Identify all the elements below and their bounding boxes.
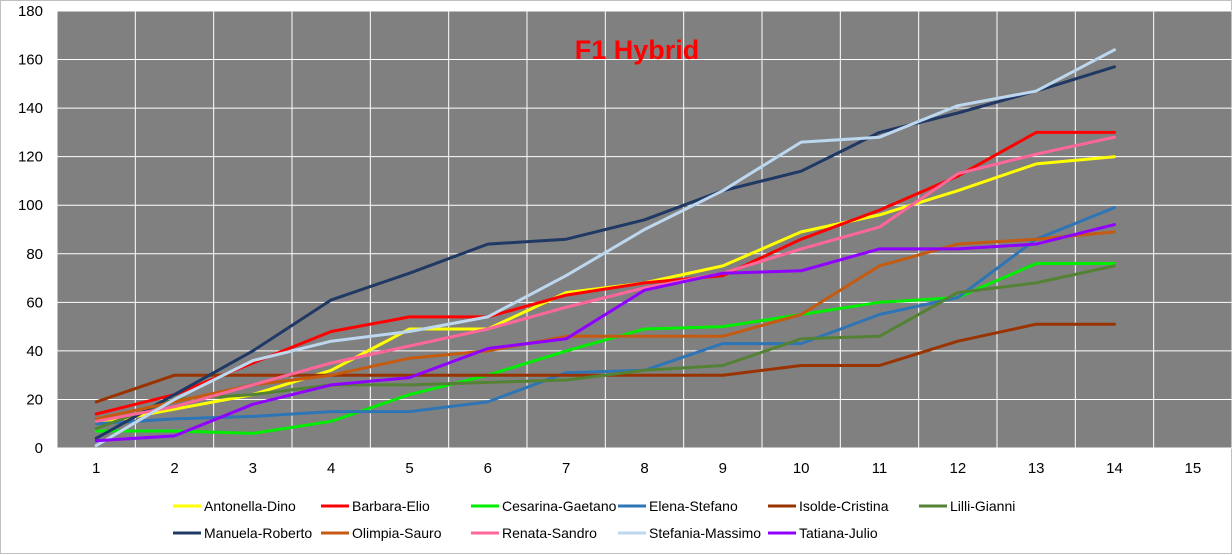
legend-item: Elena-Stefano: [618, 498, 738, 514]
legend-label: Stefania-Massimo: [649, 525, 761, 541]
legend-item: Antonella-Dino: [173, 498, 296, 514]
legend-label: Barbara-Elio: [352, 498, 430, 514]
x-axis-ticks: 1 2 3 4 5 6 7 8 9 10 11 12 13 14 15: [92, 460, 1201, 477]
y-axis-ticks: 0 20 40 60 80 100 120 140 160 180: [18, 3, 43, 457]
x-tick-label: 15: [1184, 460, 1201, 477]
x-tick-label: 7: [562, 460, 570, 477]
x-tick-label: 10: [793, 460, 810, 477]
x-tick-label: 5: [405, 460, 413, 477]
legend-label: Olimpia-Sauro: [352, 525, 442, 541]
legend-item: Barbara-Elio: [321, 498, 430, 514]
legend: Antonella-Dino Barbara-Elio Cesarina-Gaeta…: [173, 498, 1015, 541]
x-tick-label: 12: [949, 460, 966, 477]
legend-label: Antonella-Dino: [204, 498, 296, 514]
x-tick-label: 4: [327, 460, 335, 477]
y-tick-label: 40: [26, 343, 43, 360]
legend-label: Tatiana-Julio: [799, 525, 878, 541]
legend-item: Isolde-Cristina: [768, 498, 889, 514]
legend-label: Manuela-Roberto: [204, 525, 312, 541]
legend-label: Cesarina-Gaetano: [502, 498, 617, 514]
legend-item: Cesarina-Gaetano: [471, 498, 617, 514]
y-tick-label: 100: [18, 197, 43, 214]
series-line-stefania-massimo: [94, 48, 1116, 448]
series-line-lilli-gianni: [94, 264, 1116, 431]
legend-item: Manuela-Roberto: [173, 525, 312, 541]
y-tick-label: 0: [35, 440, 43, 457]
y-tick-label: 140: [18, 100, 43, 117]
x-tick-label: 13: [1028, 460, 1045, 477]
legend-item: Renata-Sandro: [471, 525, 597, 541]
legend-item: Lilli-Gianni: [919, 498, 1015, 514]
x-tick-label: 3: [249, 460, 257, 477]
legend-item: Tatiana-Julio: [768, 525, 878, 541]
legend-label: Lilli-Gianni: [950, 498, 1015, 514]
x-tick-label: 1: [92, 460, 100, 477]
y-tick-label: 180: [18, 3, 43, 20]
x-tick-label: 8: [640, 460, 648, 477]
y-tick-label: 20: [26, 391, 43, 408]
legend-label: Elena-Stefano: [649, 498, 738, 514]
legend-label: Isolde-Cristina: [799, 498, 889, 514]
chart-title: F1 Hybrid: [575, 35, 700, 65]
y-tick-label: 60: [26, 294, 43, 311]
x-tick-label: 6: [484, 460, 492, 477]
series-line-renata-sandro: [94, 135, 1116, 423]
y-tick-label: 120: [18, 149, 43, 166]
series-line-manuela-roberto: [94, 65, 1116, 440]
x-tick-label: 14: [1106, 460, 1123, 477]
x-tick-label: 2: [170, 460, 178, 477]
y-tick-label: 160: [18, 52, 43, 69]
series-lines: [94, 48, 1116, 448]
legend-item: Stefania-Massimo: [618, 525, 761, 541]
series-line-tatiana-julio: [94, 223, 1116, 443]
x-tick-label: 11: [872, 460, 888, 477]
x-tick-label: 9: [719, 460, 727, 477]
legend-item: Olimpia-Sauro: [321, 525, 442, 541]
legend-label: Renata-Sandro: [502, 525, 597, 541]
y-tick-label: 80: [26, 246, 43, 263]
